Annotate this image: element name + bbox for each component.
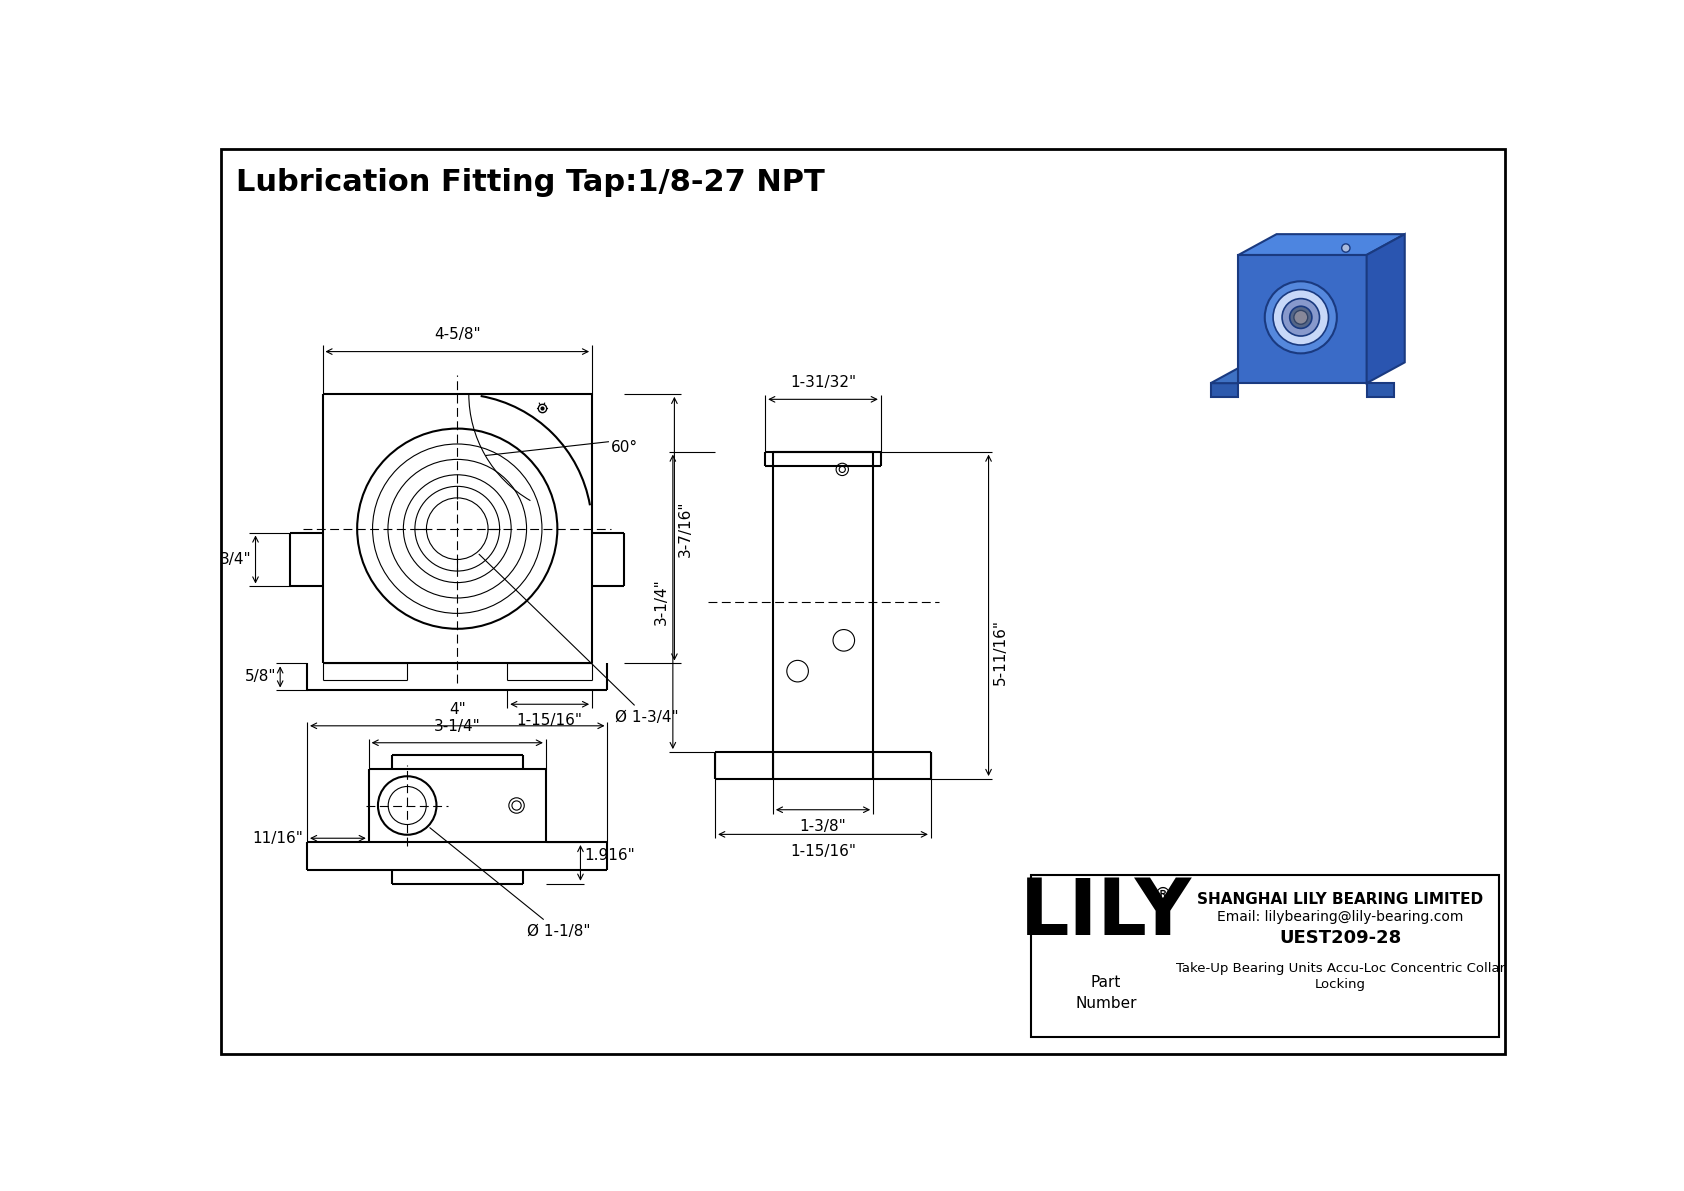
Text: 3/4": 3/4" [221, 551, 251, 567]
Text: SHANGHAI LILY BEARING LIMITED: SHANGHAI LILY BEARING LIMITED [1197, 892, 1484, 908]
Text: 1-3/8": 1-3/8" [800, 819, 847, 834]
Text: Email: lilybearing@lily-bearing.com: Email: lilybearing@lily-bearing.com [1218, 910, 1463, 924]
Text: 3-1/4": 3-1/4" [434, 718, 480, 734]
Polygon shape [1367, 384, 1394, 397]
Text: 60°: 60° [611, 441, 638, 455]
Text: 1-31/32": 1-31/32" [790, 375, 855, 391]
Polygon shape [1211, 362, 1276, 384]
Text: Take-Up Bearing Units Accu-Loc Concentric Collar: Take-Up Bearing Units Accu-Loc Concentri… [1175, 962, 1504, 975]
Bar [1031, 875, 1499, 1037]
Text: 1-15/16": 1-15/16" [790, 843, 855, 859]
Circle shape [1273, 289, 1329, 345]
Text: 5/8": 5/8" [244, 669, 276, 685]
Text: Lubrication Fitting Tap:1/8-27 NPT: Lubrication Fitting Tap:1/8-27 NPT [236, 168, 825, 198]
Text: 11/16": 11/16" [253, 831, 303, 846]
Circle shape [1265, 281, 1337, 354]
Circle shape [1290, 306, 1312, 329]
Text: LILY: LILY [1021, 875, 1192, 950]
Polygon shape [1367, 235, 1404, 384]
Polygon shape [1238, 255, 1367, 384]
Text: 3-1/4": 3-1/4" [653, 579, 669, 625]
Text: Ø 1-1/8": Ø 1-1/8" [429, 828, 589, 939]
Text: Locking: Locking [1315, 978, 1366, 991]
Text: 5-11/16": 5-11/16" [992, 619, 1007, 685]
Text: 4": 4" [450, 701, 466, 717]
Text: 4-5/8": 4-5/8" [434, 328, 480, 342]
Text: 1.916": 1.916" [584, 848, 635, 863]
Text: UEST209-28: UEST209-28 [1278, 929, 1401, 947]
Text: 1-15/16": 1-15/16" [517, 713, 583, 729]
Polygon shape [1238, 235, 1404, 255]
Text: 3-7/16": 3-7/16" [679, 500, 694, 557]
Circle shape [1293, 311, 1308, 324]
Text: ®: ® [1154, 885, 1172, 904]
Circle shape [1342, 244, 1351, 252]
Circle shape [1282, 299, 1320, 336]
Text: Part
Number: Part Number [1076, 975, 1137, 1011]
Polygon shape [1211, 384, 1238, 397]
Text: Ø 1-3/4": Ø 1-3/4" [478, 554, 679, 725]
